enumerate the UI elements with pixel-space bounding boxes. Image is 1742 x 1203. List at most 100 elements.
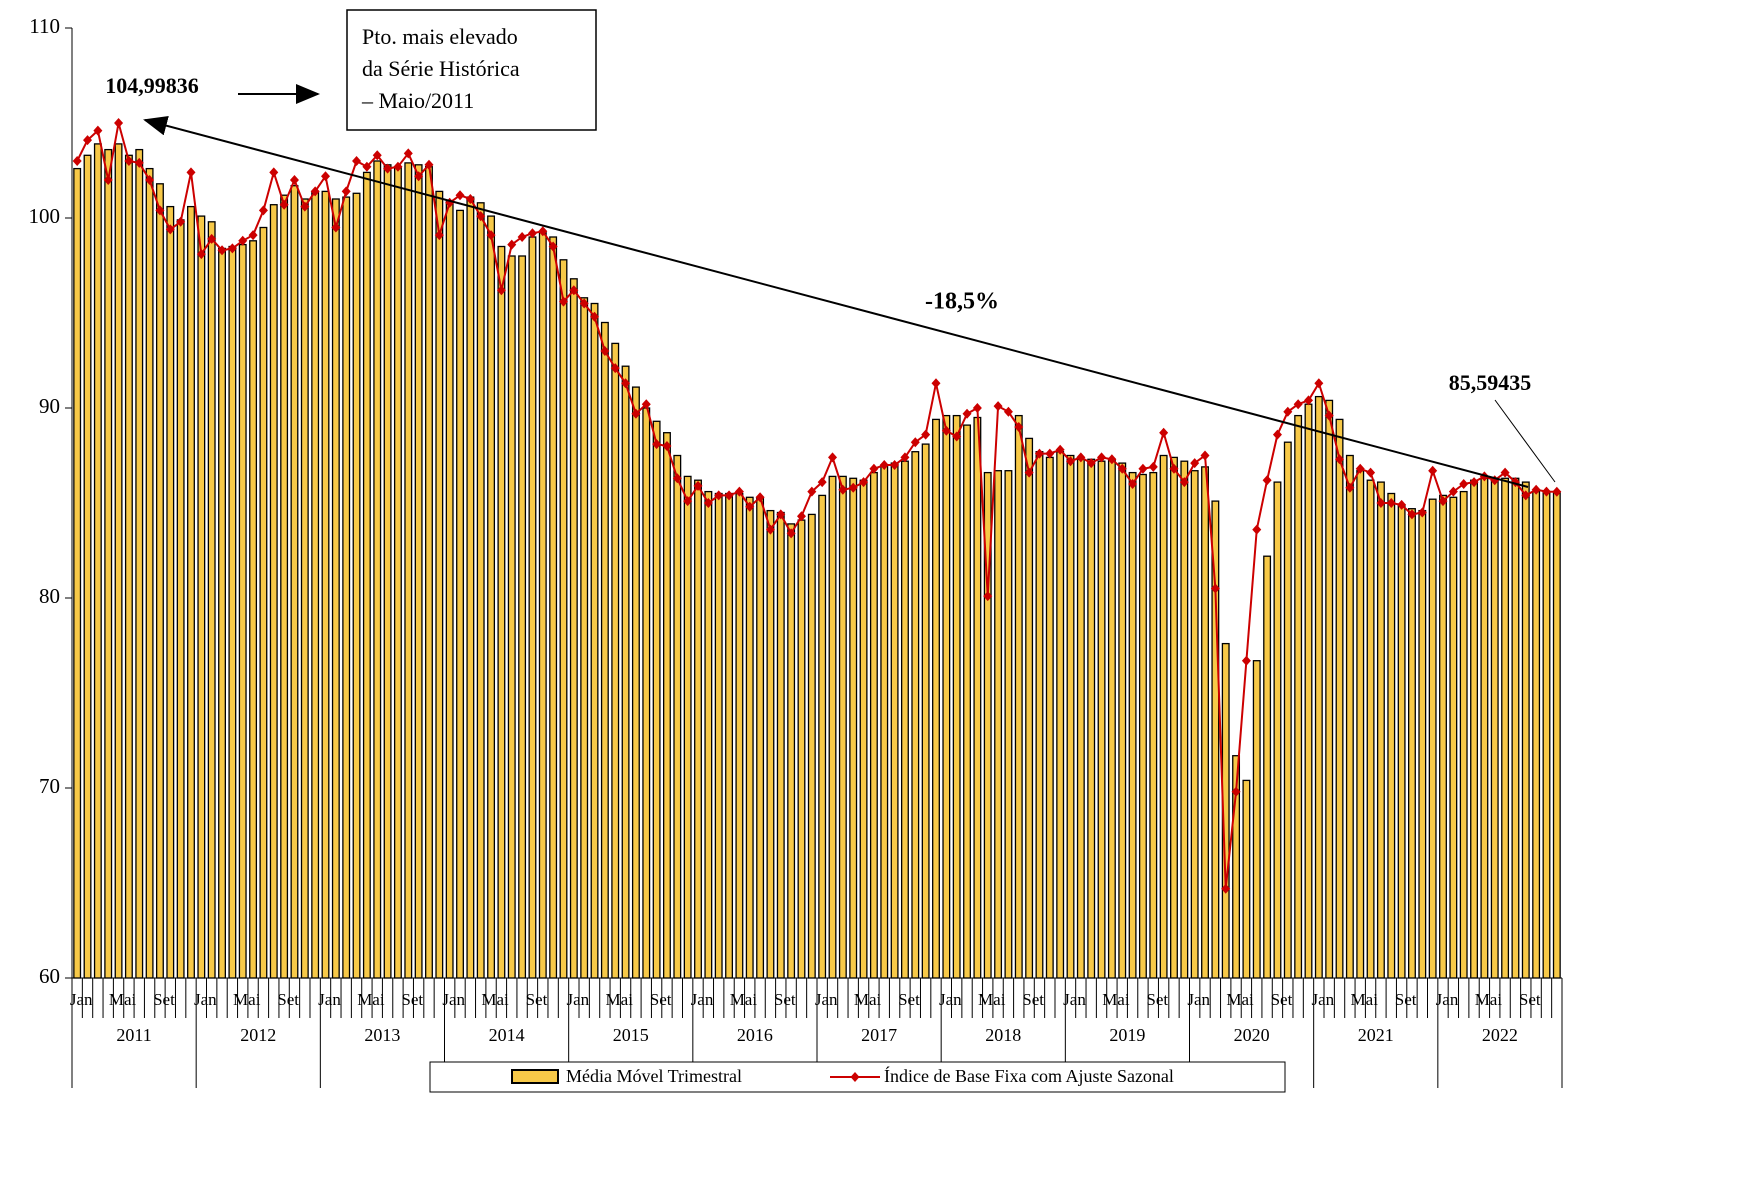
bar: [187, 205, 195, 979]
marker: [1241, 655, 1251, 666]
x-tick-label: Jan: [318, 990, 341, 1009]
marker: [703, 498, 713, 508]
marker: [724, 490, 734, 501]
marker: [693, 480, 703, 491]
marker: [145, 175, 155, 185]
bar: [342, 196, 351, 979]
x-tick-label: Jan: [1312, 990, 1335, 1009]
marker: [1148, 461, 1158, 472]
change-label: -18,5%: [925, 289, 999, 315]
marker: [393, 161, 403, 172]
marker: [1386, 498, 1396, 508]
bar: [83, 154, 92, 979]
bar: [973, 416, 982, 979]
marker: [569, 285, 579, 296]
marker: [176, 216, 186, 227]
marker: [227, 243, 237, 254]
bar: [104, 148, 113, 979]
bar: [1004, 470, 1013, 979]
marker: [817, 477, 827, 488]
bar: [155, 183, 164, 979]
bar: [600, 321, 609, 979]
bar: [569, 278, 578, 979]
bar: [663, 432, 671, 979]
marker: [124, 156, 134, 166]
legend-marker: [850, 1072, 860, 1082]
marker: [517, 232, 527, 242]
marker: [1024, 467, 1034, 478]
marker: [1179, 477, 1189, 488]
bar: [414, 164, 423, 979]
bar: [1170, 456, 1178, 979]
x-tick-label: Set: [1395, 990, 1417, 1009]
x-tick-label: Set: [1519, 990, 1541, 1009]
bar: [818, 494, 827, 979]
marker: [300, 201, 310, 212]
legend-swatch: [511, 1069, 559, 1084]
bar: [300, 198, 309, 979]
x-tick-label: Mai: [978, 990, 1006, 1009]
marker: [734, 486, 744, 497]
marker: [269, 167, 279, 178]
marker: [114, 118, 124, 129]
note-box: [346, 9, 597, 131]
marker: [1107, 454, 1117, 465]
year-label: 2016: [737, 1025, 773, 1045]
marker: [558, 296, 568, 307]
bar: [1035, 451, 1044, 979]
bar: [1304, 403, 1313, 979]
x-tick-label: Set: [526, 990, 548, 1009]
note-line: Pto. mais elevado: [362, 24, 518, 49]
bar: [849, 477, 858, 979]
bar: [704, 490, 713, 979]
x-tick-label: Mai: [606, 990, 634, 1009]
marker: [372, 150, 382, 161]
marker: [1272, 429, 1282, 440]
marker: [662, 441, 672, 451]
bar: [1470, 479, 1479, 979]
x-tick-label: Mai: [109, 990, 137, 1009]
marker: [807, 486, 817, 497]
marker: [289, 175, 299, 185]
bar: [642, 407, 651, 979]
bar: [321, 190, 330, 979]
x-tick-label: Jan: [194, 990, 217, 1009]
bar: [238, 243, 247, 979]
bar: [714, 492, 723, 979]
bar: [1490, 477, 1499, 979]
y-tick-label: 60: [39, 964, 60, 988]
marker: [455, 190, 465, 201]
marker: [362, 161, 372, 172]
bar: [1211, 500, 1220, 979]
x-tick-label: Set: [650, 990, 672, 1009]
marker: [83, 135, 93, 146]
bar: [1066, 454, 1075, 979]
marker: [1086, 458, 1096, 469]
marker: [1128, 479, 1138, 489]
bar: [673, 454, 682, 979]
bar: [197, 215, 206, 979]
bar: [580, 297, 589, 979]
marker: [1417, 507, 1427, 518]
marker: [1159, 427, 1169, 438]
bar: [983, 471, 992, 979]
bar: [331, 198, 340, 979]
bar: [1149, 471, 1158, 979]
bar: [559, 259, 568, 979]
marker: [258, 205, 268, 216]
bar: [497, 245, 506, 979]
bar: [1273, 481, 1282, 979]
marker: [217, 245, 227, 256]
trend-arrow: [143, 115, 1529, 488]
bar: [900, 460, 909, 979]
x-tick-label: Jan: [442, 990, 465, 1009]
bar: [124, 154, 133, 979]
bar: [1087, 458, 1096, 979]
bar: [911, 451, 920, 979]
bar: [1025, 437, 1034, 979]
marker: [1014, 422, 1024, 432]
marker: [196, 249, 206, 260]
marker: [1531, 484, 1541, 495]
note-line: da Série Histórica: [362, 56, 520, 81]
marker: [155, 205, 165, 216]
